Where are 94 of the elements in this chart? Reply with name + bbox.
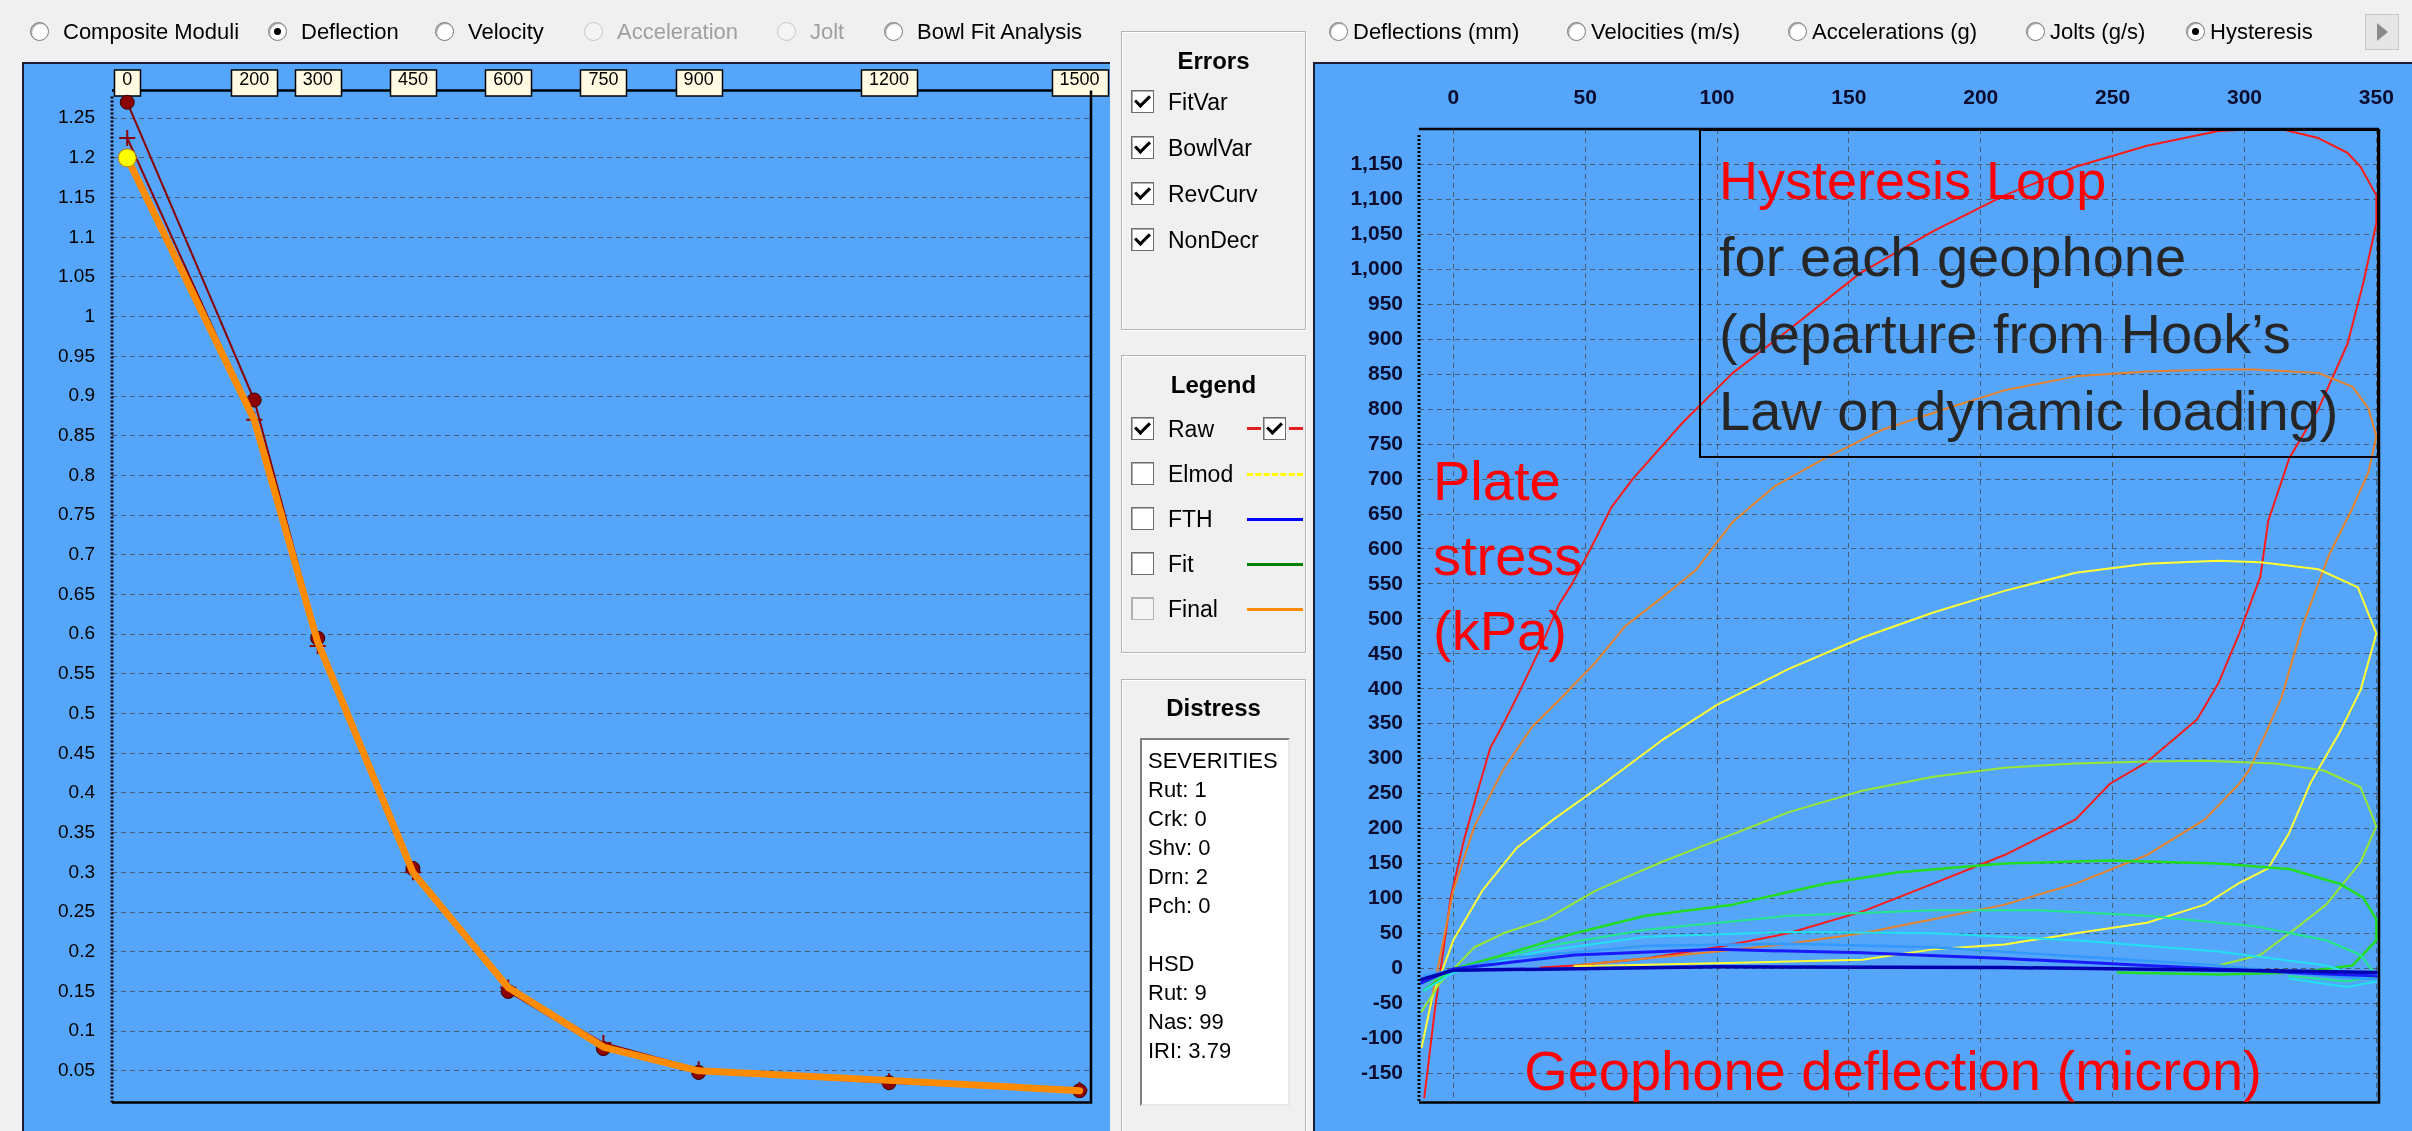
y-tick-label: 0.6 — [68, 622, 95, 644]
y-tick-label: 0.25 — [58, 900, 95, 922]
x-tick-label: 350 — [2358, 85, 2394, 109]
y-tick-label: 1.15 — [58, 185, 95, 207]
category-label: Fit — [1168, 550, 1194, 578]
y-tick-label: 150 — [1367, 850, 1403, 874]
text: FitVar — [1168, 88, 1228, 116]
y-tick-label: 450 — [1367, 640, 1403, 664]
y-tick-label: 750 — [1367, 430, 1403, 454]
text: Composite Moduli — [63, 19, 240, 45]
y-tick-label: 0.3 — [68, 860, 95, 882]
text: Errors — [1176, 46, 1251, 76]
text: RevCurv — [1168, 180, 1258, 208]
x-tick-label: 450 — [397, 68, 428, 89]
x-tick-label: 1500 — [1059, 68, 1100, 89]
y-tick-label: 200 — [1367, 815, 1403, 839]
x-tick-label: 600 — [493, 68, 524, 89]
x-tick-label: 300 — [302, 68, 333, 89]
text: Distress — [1165, 693, 1262, 723]
y-tick-label: 700 — [1367, 465, 1403, 489]
y-tick-label: 300 — [1367, 745, 1403, 769]
x-tick-label: 150 — [1831, 85, 1867, 109]
text: Acceleration — [617, 19, 739, 45]
text: Velocities (m/s) — [1591, 19, 1741, 45]
x-tick-label: 750 — [588, 68, 619, 89]
y-tick-label: 0.65 — [58, 582, 95, 604]
x-tick-label: 250 — [2095, 85, 2131, 109]
category-label: FTH — [1168, 505, 1213, 533]
x-tick-label: 100 — [1699, 85, 1735, 109]
y-tick-label: 1 — [84, 304, 95, 326]
y-tick-label: 350 — [1367, 710, 1403, 734]
text: Jolt — [810, 19, 845, 45]
y-tick-label: 1,050 — [1350, 221, 1403, 245]
text: Velocity — [468, 19, 544, 45]
y-tick-label: 400 — [1367, 675, 1403, 699]
y-tick-label: 0.85 — [58, 423, 95, 445]
category-label: Elmod — [1168, 460, 1234, 488]
x-tick-label: 300 — [2226, 85, 2263, 109]
y-tick-label: 100 — [1367, 885, 1403, 909]
category-label: Raw — [1168, 415, 1215, 443]
y-tick-label: 0.75 — [58, 503, 95, 525]
y-tick-label: -100 — [1360, 1024, 1403, 1048]
text: BowlVar — [1168, 134, 1252, 162]
y-tick-label: 1,000 — [1350, 256, 1403, 280]
text: NonDecr — [1168, 226, 1259, 254]
x-tick-label: 0 — [122, 68, 133, 89]
y-tick-label: 0.7 — [68, 543, 95, 565]
x-tick-label: 0 — [1447, 85, 1460, 109]
x-tick-label: 200 — [239, 68, 270, 89]
y-tick-label: 0.15 — [58, 979, 95, 1001]
text: Legend — [1169, 370, 1258, 400]
text: Deflection — [301, 19, 399, 45]
text: Accelerations (g) — [1812, 19, 1978, 45]
y-tick-label: 50 — [1379, 920, 1403, 944]
y-tick-label: -150 — [1360, 1059, 1403, 1083]
x-tick-label: 900 — [683, 68, 714, 89]
category-label: Final — [1168, 595, 1218, 623]
y-tick-label: 0.05 — [58, 1059, 95, 1081]
y-tick-label: 900 — [1367, 326, 1403, 350]
y-tick-label: 600 — [1367, 535, 1403, 559]
y-tick-label: 0.2 — [68, 940, 95, 961]
y-tick-label: 1.05 — [58, 265, 95, 287]
y-tick-label: -50 — [1372, 989, 1403, 1013]
y-tick-label: 500 — [1367, 605, 1403, 629]
y-tick-label: 950 — [1367, 291, 1403, 315]
y-tick-label: 0.35 — [58, 820, 95, 842]
text: Jolts (g/s) — [2050, 19, 2146, 45]
text: Bowl Fit Analysis — [917, 19, 1083, 45]
text-field: SEVERITIES Rut: 1 Crk: 0 Shv: 0 Drn: 2 Pch: 0 HSD Rut: 9 Nas: 99 IRI: 3.79 — [1140, 738, 1290, 1106]
y-tick-label: 0.1 — [68, 1019, 95, 1041]
y-tick-label: 1.1 — [68, 225, 95, 247]
y-tick-label: 0.9 — [68, 384, 95, 406]
y-tick-label: 1,100 — [1350, 186, 1403, 210]
y-tick-label: 800 — [1367, 396, 1403, 420]
text: Deflections (mm) — [1353, 19, 1520, 45]
text: Hysteresis — [2210, 19, 2313, 45]
x-tick-label: 200 — [1963, 85, 1999, 109]
y-tick-label: 1,150 — [1350, 151, 1403, 175]
y-tick-label: 250 — [1367, 780, 1403, 804]
y-tick-label: 1.2 — [68, 146, 95, 168]
y-tick-label: 0.45 — [58, 741, 95, 763]
x-tick-label: 1200 — [869, 68, 910, 89]
y-tick-label: 650 — [1367, 500, 1403, 524]
y-tick-label: 0.8 — [68, 463, 95, 485]
y-tick-label: 850 — [1367, 361, 1403, 385]
y-tick-label: 1.25 — [58, 106, 95, 128]
y-tick-label: 550 — [1367, 570, 1403, 594]
y-tick-label: 0.4 — [68, 781, 96, 803]
y-tick-label: 0.55 — [58, 662, 95, 684]
y-tick-label: 0.5 — [68, 701, 95, 723]
y-tick-label: 0 — [1391, 955, 1403, 979]
y-tick-label: 0.95 — [58, 344, 95, 366]
x-axis-title: Geophone deflection (micron) — [1523, 1038, 2263, 1104]
x-tick-label: 50 — [1573, 85, 1597, 109]
